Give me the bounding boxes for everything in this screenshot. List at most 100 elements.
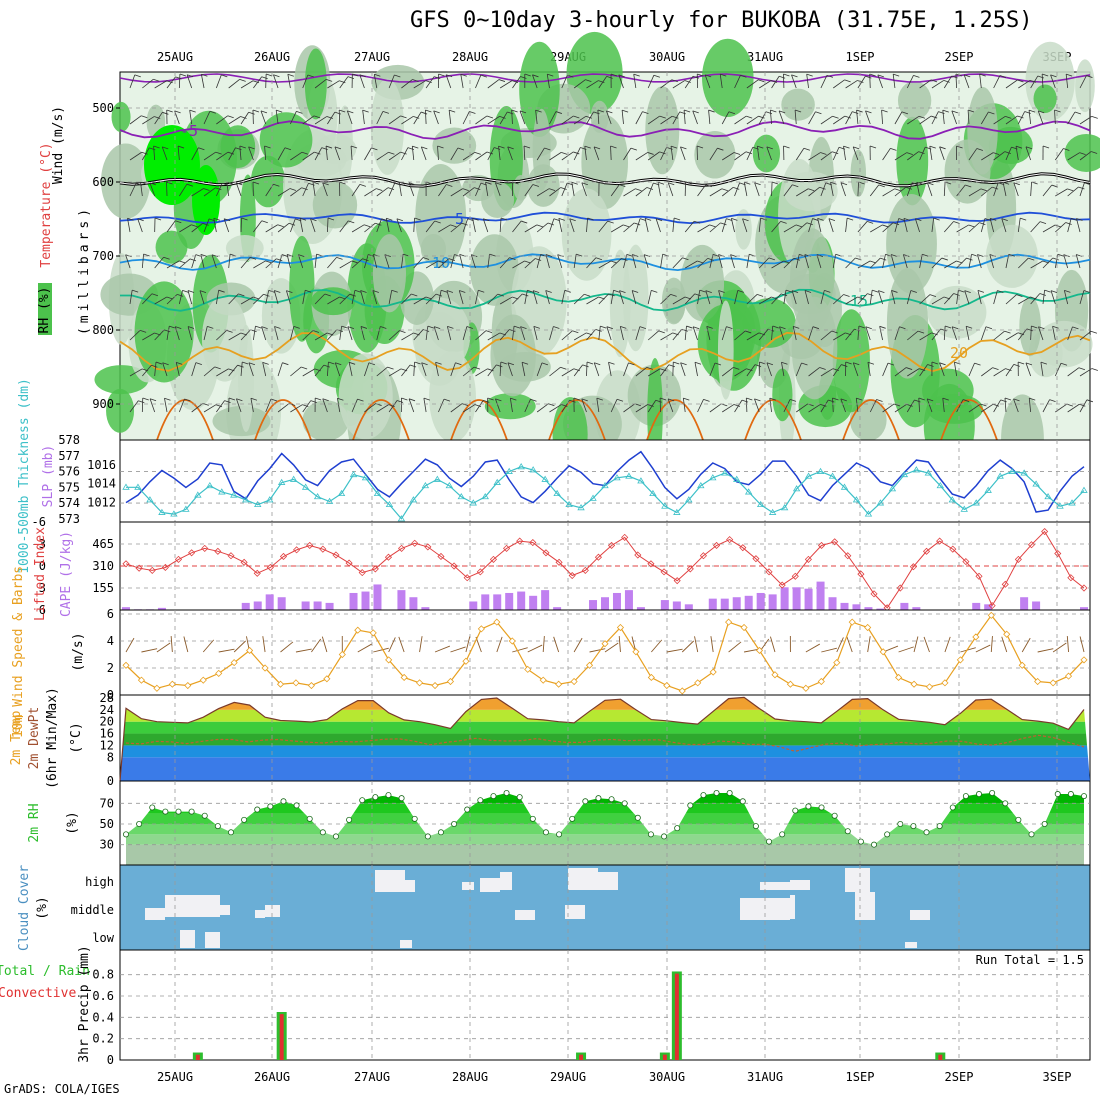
wind-speed-point [709, 668, 717, 676]
cloud-block [790, 895, 795, 919]
wind-barb [1013, 182, 1020, 186]
wind-barb [364, 362, 370, 377]
wind-barb [140, 182, 143, 197]
wind-barb [865, 110, 872, 114]
rh-point [293, 802, 300, 809]
rh-point [227, 829, 234, 836]
wind-barb [264, 145, 271, 149]
wind-barb [252, 80, 260, 84]
wind-barb [142, 78, 154, 89]
wind-barb [1054, 109, 1056, 125]
wind-barb [942, 397, 949, 401]
rh-point [989, 790, 996, 797]
wind-barb [878, 184, 885, 188]
wind-barb [804, 290, 809, 305]
wind-barb [507, 146, 513, 161]
wind-speed-point [215, 669, 223, 677]
wind-barb [175, 362, 180, 377]
wind-barb [956, 184, 966, 197]
rh-point [372, 794, 379, 801]
wind-barb [699, 289, 706, 293]
wind-barb [993, 151, 1006, 161]
wind-barb [414, 361, 421, 365]
li-point [739, 544, 747, 552]
wind-barb [613, 289, 620, 293]
wind-barb [1067, 152, 1080, 161]
cape-bar [409, 597, 418, 610]
wind-barb [438, 258, 450, 269]
wind-barb [758, 328, 769, 341]
wind-barb [981, 367, 993, 377]
wind-barb [277, 362, 283, 377]
wind-barb [472, 218, 476, 233]
cloud-unit: (%) [35, 896, 50, 919]
wind-barb [758, 115, 765, 119]
wind-barb [1015, 146, 1019, 161]
wind-speed-point [184, 681, 192, 690]
wind-barb [273, 74, 280, 78]
li-point [594, 553, 603, 561]
rh-shading [772, 368, 793, 422]
wind-barb [1001, 218, 1008, 222]
wind-barb [153, 145, 160, 149]
wind-barb [466, 326, 473, 329]
wind-barb [401, 397, 408, 401]
wind-barb [919, 147, 926, 161]
wind-barb [408, 182, 415, 197]
wind-barb [573, 115, 587, 125]
wind-barb [362, 258, 369, 262]
wind-barb [586, 257, 597, 269]
wind-barb [307, 74, 314, 78]
wind-barb [413, 329, 424, 341]
wind-barb [855, 398, 859, 413]
cape-bar [1032, 601, 1041, 610]
wind-barb [475, 115, 488, 125]
wind-barb [334, 111, 341, 115]
wind-barb [154, 80, 167, 89]
wind-barb [425, 260, 439, 269]
rh-shading [896, 116, 929, 206]
rh-shading [225, 235, 264, 262]
wind-barb [758, 218, 762, 233]
wind-barb [1052, 642, 1067, 653]
li-point [240, 558, 248, 566]
wind-barb [929, 146, 933, 161]
wind-barb [992, 403, 1000, 407]
wind-barb [327, 217, 329, 233]
wind-barb [346, 110, 353, 125]
wind-barb [929, 294, 937, 297]
wind-barb [1054, 148, 1064, 161]
wind-barb [744, 181, 751, 185]
wind-barb [499, 111, 508, 125]
wind-barb [499, 257, 510, 269]
wind-barb [154, 112, 163, 125]
wind10m-label: 10m Wind Speed & Barbs [11, 566, 26, 738]
wind-barb [496, 364, 503, 368]
wind-barb [845, 328, 855, 341]
wind-barb [348, 220, 355, 224]
date-label: 26AUG [254, 50, 290, 64]
wind-barb [1063, 148, 1070, 151]
li-point [817, 541, 826, 550]
wind-barb [472, 217, 479, 221]
wind-barb [216, 115, 228, 125]
wind-barb [189, 109, 196, 113]
wind-barb [931, 111, 939, 125]
wind-barb [573, 79, 586, 89]
wind-barb [141, 147, 150, 161]
wind-barb [754, 182, 761, 186]
wind-barb [475, 330, 487, 341]
contour-label: 10 [432, 254, 450, 272]
wind-barb [576, 253, 583, 257]
tick-label: 24 [100, 703, 114, 717]
wind-barb [867, 636, 871, 653]
wind-barb [314, 364, 325, 377]
wind-barb [680, 362, 686, 377]
rh-shading [561, 188, 612, 281]
wind-barb [462, 187, 475, 197]
wind-barb [598, 80, 605, 83]
rh-point [451, 821, 458, 828]
wind-barb [314, 254, 317, 269]
wind-barb [610, 290, 614, 305]
